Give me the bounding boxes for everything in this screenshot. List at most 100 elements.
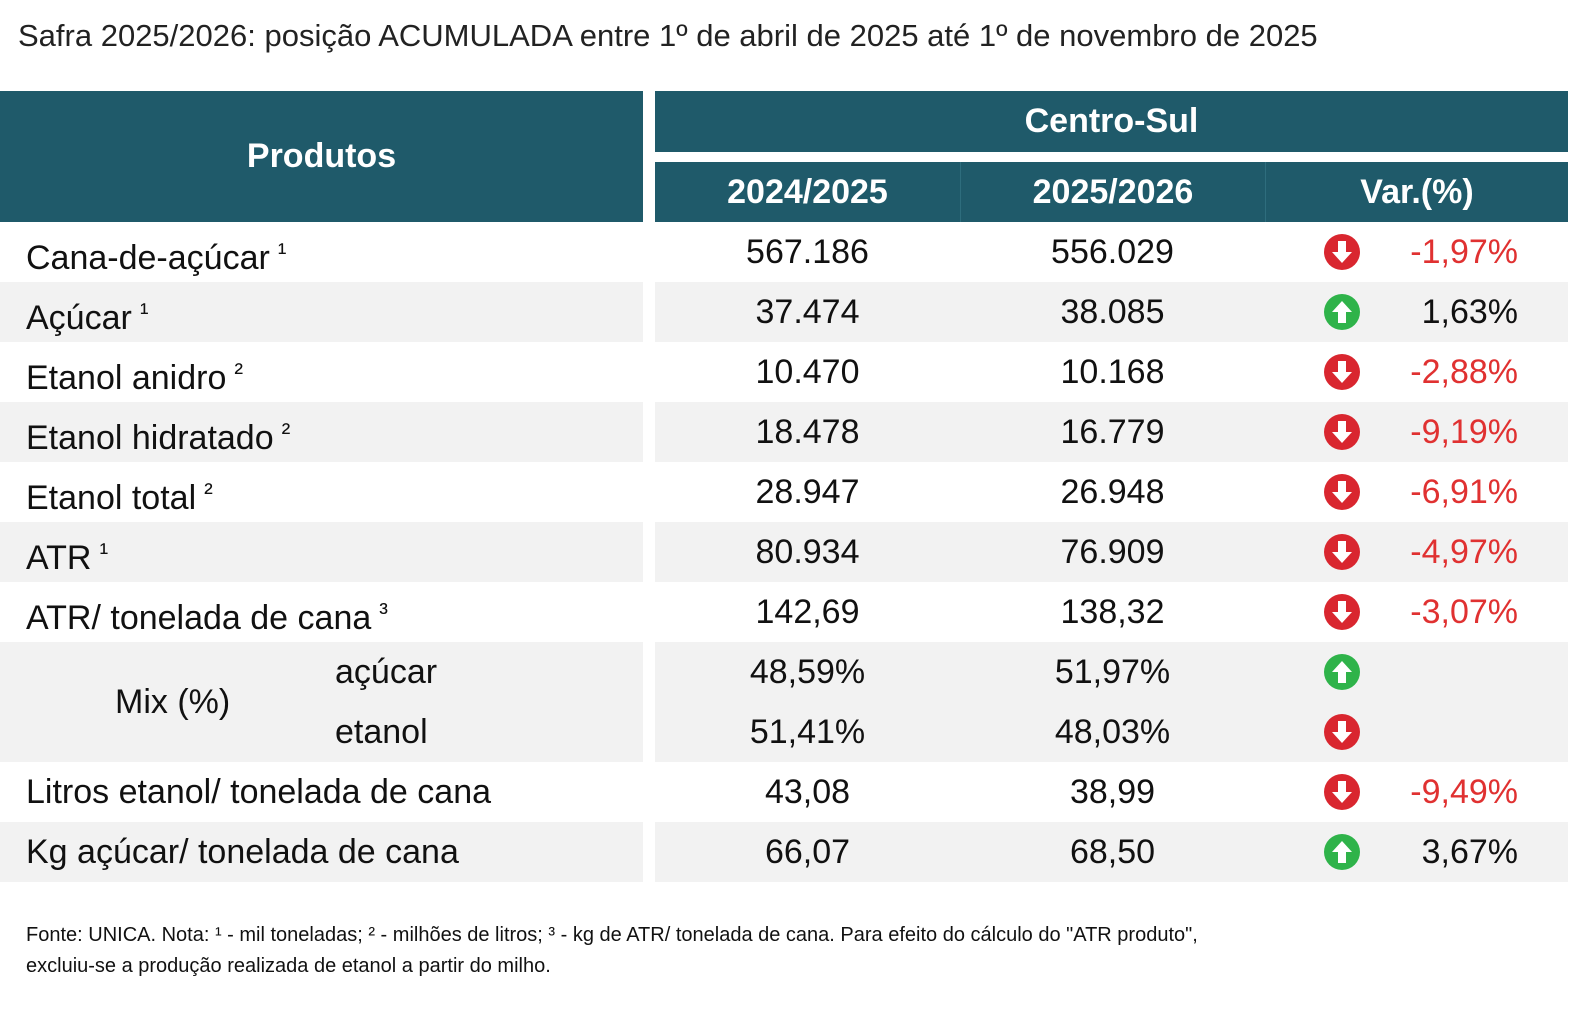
- row-bg: [0, 642, 643, 762]
- sub-label: etanol: [335, 713, 428, 751]
- cell-value: 51,97%: [1054, 653, 1171, 691]
- cell-value: 18.478: [755, 413, 860, 451]
- note-mark: ³: [379, 597, 388, 627]
- label-text: ATR: [26, 539, 92, 577]
- label-text: Etanol total: [26, 479, 197, 517]
- variation: -4,97%: [1410, 533, 1518, 571]
- cell-value: 142,69: [755, 593, 860, 631]
- cell-value: 567.186: [746, 233, 869, 271]
- cell-value: 26.948: [1060, 473, 1165, 511]
- row-bg: [655, 342, 1568, 402]
- row-bg: [0, 522, 643, 582]
- row-bg: [655, 462, 1568, 522]
- arrow-icon: [1324, 414, 1360, 450]
- arrow-icon: [1324, 654, 1360, 690]
- variation: -1,97%: [1410, 233, 1518, 271]
- row-bg: [655, 582, 1568, 642]
- row-label: Mix (%): [115, 683, 231, 721]
- trend-arrow: [1324, 534, 1360, 570]
- trend-arrow: [1324, 594, 1360, 630]
- cell-value: 43,08: [764, 773, 851, 811]
- row-bg: [655, 222, 1568, 282]
- arrow-icon: [1324, 774, 1360, 810]
- row-label: ATR ¹: [26, 522, 108, 588]
- row-bg: [0, 462, 643, 522]
- row-label: ATR/ tonelada de cana ³: [26, 582, 388, 648]
- cell-value: 10.470: [755, 353, 860, 391]
- variation: -2,88%: [1410, 353, 1518, 391]
- trend-arrow: [1324, 774, 1360, 810]
- row-bg: [0, 342, 643, 402]
- arrow-icon: [1324, 834, 1360, 870]
- cell-value: 48,03%: [1054, 713, 1171, 751]
- trend-arrow: [1324, 654, 1360, 690]
- label-text: Litros etanol/ tonelada de cana: [26, 773, 492, 811]
- label-text: Etanol hidratado: [26, 419, 274, 457]
- note-mark: ²: [281, 417, 291, 447]
- row-label: Litros etanol/ tonelada de cana: [26, 762, 491, 822]
- row-bg: [655, 522, 1568, 582]
- cell-value: 66,07: [764, 833, 851, 871]
- arrow-icon: [1324, 474, 1360, 510]
- cell-value: 80.934: [755, 533, 860, 571]
- cell-value: 556.029: [1051, 233, 1174, 271]
- variation: 1,63%: [1421, 293, 1518, 331]
- header-products: Produtos: [0, 91, 643, 222]
- variation: 3,67%: [1421, 833, 1518, 871]
- row-bg: [0, 822, 643, 882]
- cell-value: 68,50: [1069, 833, 1156, 871]
- arrow-icon: [1324, 714, 1360, 750]
- label-text: Etanol anidro: [26, 359, 227, 397]
- arrow-icon: [1324, 594, 1360, 630]
- row-bg: [0, 582, 643, 642]
- cell-value: 10.168: [1060, 353, 1165, 391]
- footnote: Fonte: UNICA. Nota: ¹ - mil toneladas; ²…: [26, 924, 1198, 946]
- note-mark: ¹: [139, 297, 149, 327]
- row-label: Etanol anidro ²: [26, 342, 243, 408]
- variation: -9,49%: [1410, 773, 1518, 811]
- cell-value: 48,59%: [749, 653, 866, 691]
- cell-value: 37.474: [755, 293, 860, 331]
- footnote: excluiu-se a produção realizada de etano…: [26, 955, 551, 977]
- label-text: Cana-de-açúcar: [26, 239, 270, 277]
- note-mark: ¹: [277, 237, 287, 267]
- trend-arrow: [1324, 234, 1360, 270]
- trend-arrow: [1324, 414, 1360, 450]
- row-bg: [0, 762, 643, 822]
- row-bg: [655, 762, 1568, 822]
- variation: -9,19%: [1410, 413, 1518, 451]
- cell-value: 138,32: [1060, 593, 1165, 631]
- row-label: Cana-de-açúcar ¹: [26, 222, 286, 288]
- arrow-icon: [1324, 294, 1360, 330]
- header-column: 2024/2025: [655, 162, 960, 222]
- trend-arrow: [1324, 834, 1360, 870]
- row-bg: [655, 642, 1568, 762]
- trend-arrow: [1324, 474, 1360, 510]
- cell-value: 38.085: [1060, 293, 1165, 331]
- note-mark: ¹: [99, 537, 109, 567]
- row-bg: [0, 222, 643, 282]
- trend-arrow: [1324, 294, 1360, 330]
- header-column: 2025/2026: [960, 162, 1265, 222]
- row-bg: [655, 282, 1568, 342]
- row-label: Etanol hidratado ²: [26, 402, 290, 468]
- label-text: Açúcar: [26, 299, 132, 337]
- label-text: ATR/ tonelada de cana: [26, 599, 372, 637]
- title: Safra 2025/2026: posição ACUMULADA entre…: [18, 18, 1318, 53]
- cell-value: 51,41%: [749, 713, 866, 751]
- row-bg: [0, 402, 643, 462]
- cell-value: 76.909: [1060, 533, 1165, 571]
- arrow-icon: [1324, 354, 1360, 390]
- header-region: Centro-Sul: [655, 91, 1568, 152]
- row-bg: [0, 282, 643, 342]
- arrow-icon: [1324, 234, 1360, 270]
- note-mark: ²: [204, 477, 213, 507]
- header-column: Var.(%): [1265, 162, 1568, 222]
- row-label: Etanol total ²: [26, 462, 213, 528]
- cell-value: 38,99: [1069, 773, 1156, 811]
- row-bg: [655, 402, 1568, 462]
- label-text: Kg açúcar/ tonelada de cana: [26, 833, 459, 871]
- variation: -3,07%: [1410, 593, 1518, 631]
- cell-value: 28.947: [755, 473, 860, 511]
